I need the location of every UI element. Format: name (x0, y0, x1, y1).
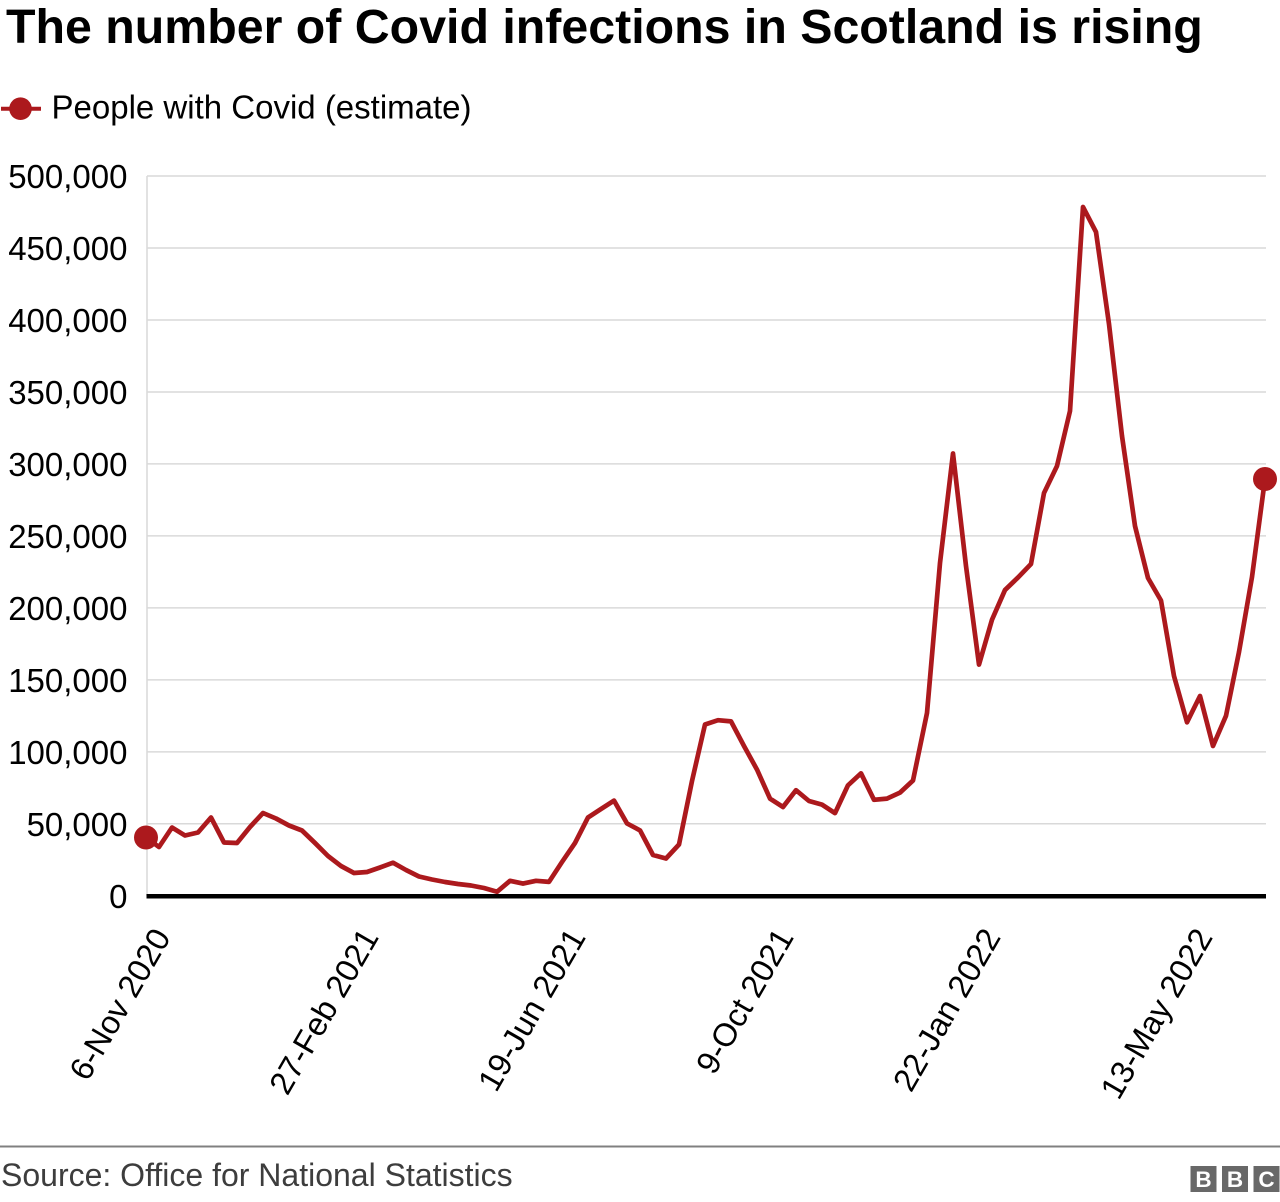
svg-text:27-Feb 2021: 27-Feb 2021 (262, 923, 385, 1101)
svg-text:C: C (1258, 1167, 1274, 1192)
svg-text:400,000: 400,000 (8, 302, 127, 339)
svg-text:250,000: 250,000 (8, 518, 127, 555)
svg-text:19-Jun 2021: 19-Jun 2021 (471, 923, 593, 1097)
svg-text:300,000: 300,000 (8, 446, 127, 483)
svg-text:People with Covid (estimate): People with Covid (estimate) (52, 89, 472, 126)
svg-text:500,000: 500,000 (8, 158, 127, 195)
svg-text:22-Jan 2022: 22-Jan 2022 (886, 923, 1008, 1097)
svg-text:200,000: 200,000 (8, 590, 127, 627)
svg-text:450,000: 450,000 (8, 230, 127, 267)
svg-text:The number of Covid infections: The number of Covid infections in Scotla… (6, 0, 1203, 54)
svg-text:0: 0 (109, 878, 127, 915)
svg-text:B: B (1227, 1167, 1243, 1192)
svg-text:Source: Office for National St: Source: Office for National Statistics (1, 1157, 513, 1193)
svg-text:13-May 2022: 13-May 2022 (1094, 923, 1220, 1105)
svg-text:150,000: 150,000 (8, 662, 127, 699)
svg-text:6-Nov 2020: 6-Nov 2020 (62, 923, 177, 1087)
svg-text:350,000: 350,000 (8, 374, 127, 411)
svg-text:100,000: 100,000 (8, 734, 127, 771)
svg-text:50,000: 50,000 (27, 806, 128, 843)
svg-text:9-Oct 2021: 9-Oct 2021 (689, 923, 801, 1080)
svg-text:B: B (1195, 1167, 1211, 1192)
